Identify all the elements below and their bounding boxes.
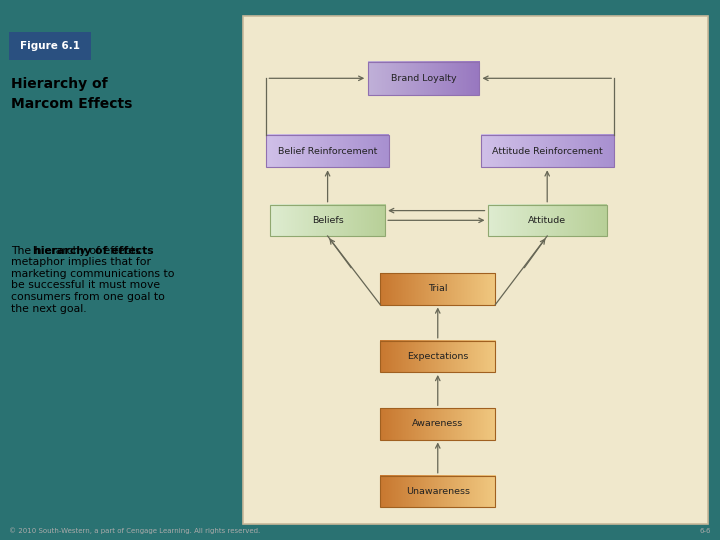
Text: Awareness: Awareness: [412, 420, 464, 428]
Text: Attitude Reinforcement: Attitude Reinforcement: [492, 147, 603, 156]
Bar: [266, 135, 389, 167]
Text: The hierarchy of effects
metaphor implies that for
marketing communications to
b: The hierarchy of effects metaphor implie…: [11, 246, 174, 314]
Text: Unawareness: Unawareness: [406, 487, 469, 496]
Bar: [380, 341, 495, 372]
Text: Belief Reinforcement: Belief Reinforcement: [278, 147, 377, 156]
Bar: [243, 16, 708, 524]
Text: © 2010 South-Western, a part of Cengage Learning. All rights reserved.: © 2010 South-Western, a part of Cengage …: [9, 527, 260, 534]
Bar: [270, 205, 385, 236]
Text: Beliefs: Beliefs: [312, 216, 343, 225]
Text: Attitude: Attitude: [528, 216, 566, 225]
Text: Hierarchy of: Hierarchy of: [11, 77, 107, 91]
Bar: [488, 205, 606, 236]
Text: Figure 6.1: Figure 6.1: [20, 42, 81, 51]
Text: 6-6: 6-6: [700, 528, 711, 534]
Text: Brand Loyalty: Brand Loyalty: [390, 74, 456, 83]
Bar: [9, 32, 91, 60]
Bar: [380, 408, 495, 440]
Bar: [481, 135, 613, 167]
Text: Marcom Effects: Marcom Effects: [11, 97, 132, 111]
Bar: [367, 62, 480, 95]
Bar: [380, 476, 495, 507]
Text: hierarchy of effects: hierarchy of effects: [33, 246, 154, 256]
Text: Trial: Trial: [428, 285, 448, 293]
Bar: [380, 273, 495, 305]
Text: Expectations: Expectations: [407, 352, 469, 361]
